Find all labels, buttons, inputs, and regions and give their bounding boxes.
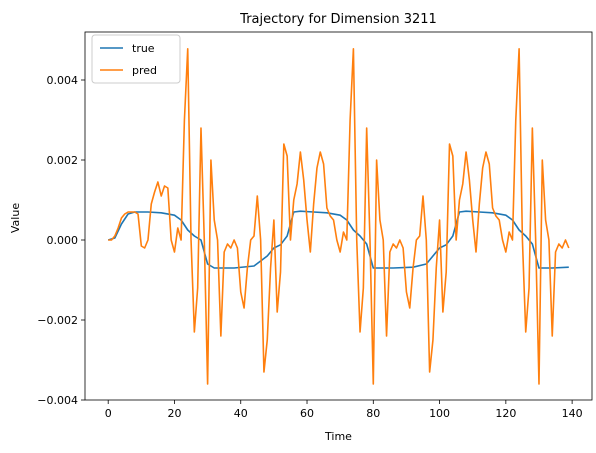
x-axis-label: Time: [324, 430, 352, 443]
series-layer: [107, 47, 570, 385]
x-tick-label: 140: [562, 407, 583, 420]
plot-area-frame: [84, 31, 593, 401]
series-line-pred: [108, 47, 570, 385]
legend-box: [91, 34, 181, 84]
y-tick-label: 0.004: [47, 74, 79, 87]
x-tick-label: 0: [105, 407, 112, 420]
x-tick-label: 120: [495, 407, 516, 420]
x-tick-label: 80: [366, 407, 380, 420]
legend: true pred: [91, 34, 181, 84]
x-tick-label: 40: [234, 407, 248, 420]
y-tick-label: −0.004: [37, 394, 78, 407]
x-tick-label: 60: [300, 407, 314, 420]
y-tick-label: −0.002: [37, 314, 78, 327]
y-axis-label: Value: [9, 203, 22, 233]
y-tick-label: 0.002: [47, 154, 79, 167]
x-axis-ticks: 0 20 40 60 80 100 120 140: [105, 400, 583, 420]
y-axis-ticks: −0.004 −0.002 0.000 0.002 0.004: [37, 74, 85, 407]
legend-label-true: true: [132, 42, 155, 55]
chart-title: Trajectory for Dimension 3211: [239, 12, 437, 27]
x-tick-label: 20: [167, 407, 181, 420]
y-tick-label: 0.000: [47, 234, 79, 247]
x-tick-label: 100: [429, 407, 450, 420]
legend-label-pred: pred: [132, 64, 157, 77]
